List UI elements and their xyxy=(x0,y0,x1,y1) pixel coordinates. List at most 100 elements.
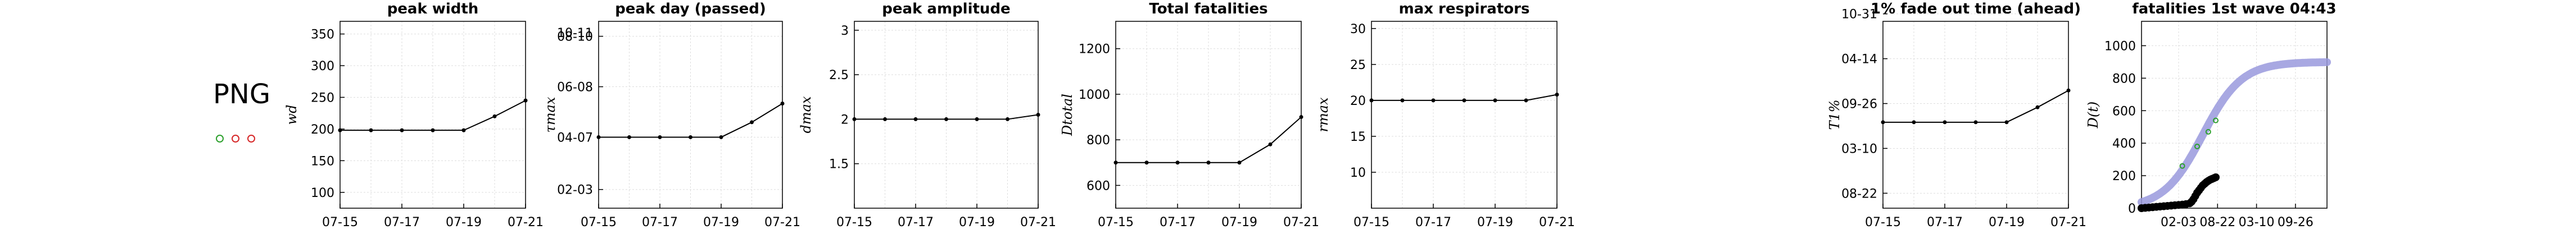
data-point xyxy=(1973,120,1978,125)
y-tick-label: 800 xyxy=(2112,72,2136,86)
x-tick-label: 07-21 xyxy=(2050,215,2086,230)
data-point xyxy=(883,117,887,121)
x-tick-label: 07-19 xyxy=(959,215,995,230)
x-tick-label: 02-03 xyxy=(2161,215,2197,230)
observed-point xyxy=(2212,173,2220,181)
y-tick-label: 1000 xyxy=(2104,39,2136,53)
data-point xyxy=(1299,115,1303,120)
chart-title: peak width xyxy=(387,1,479,17)
data-point xyxy=(1206,160,1211,165)
status-dot-red-2 xyxy=(247,135,255,143)
data-point xyxy=(719,135,723,139)
x-tick-label: 07-21 xyxy=(1283,215,1319,230)
y-tick-label: 08-22 xyxy=(1841,187,1877,201)
y-tick-label: 04-07 xyxy=(557,131,593,145)
data-point xyxy=(780,102,785,106)
data-point xyxy=(1555,93,1559,97)
chart-5: 07-15 07-17 07-19 07-21 10 15 20 25 30 max respir… xyxy=(1315,1,1575,230)
x-tick-label: 07-15 xyxy=(322,215,358,230)
y-tick-label: 1000 xyxy=(1079,88,1110,102)
chart-6: 07-15 07-17 07-19 07-21 08-22 03-10 09-26 04-14… xyxy=(1827,1,2086,230)
data-point xyxy=(1493,98,1497,103)
x-tick-label: 07-19 xyxy=(446,215,482,230)
y-tick-label: 350 xyxy=(311,28,334,42)
x-tick-label: 09-26 xyxy=(2278,215,2314,230)
x-tick-label: 07-19 xyxy=(1477,215,1513,230)
y-tick-label: 04-14 xyxy=(1841,53,1877,67)
y-axis-label: wd xyxy=(284,105,300,125)
y-tick-label: 200 xyxy=(311,123,334,137)
data-point xyxy=(1881,120,1885,125)
status-dot-red-1 xyxy=(232,135,239,143)
y-axis-label: dmax xyxy=(798,96,814,133)
y-tick-label: 10 xyxy=(1350,166,1366,180)
data-point xyxy=(431,128,435,132)
data-point xyxy=(2004,120,2009,125)
data-point xyxy=(2066,88,2071,93)
y-axis-label: Dtotal xyxy=(1060,94,1075,136)
x-tick-label: 08-22 xyxy=(2199,215,2235,230)
chart-1: 07-15 07-17 07-19 07-21 100 150 200 250 300 350 pe… xyxy=(284,1,544,230)
x-tick-label: 07-15 xyxy=(581,215,617,230)
y-tick-label: 200 xyxy=(2112,169,2136,183)
y-tick-label: 100 xyxy=(311,186,334,200)
data-point xyxy=(523,98,528,103)
data-point xyxy=(2035,105,2040,109)
data-point xyxy=(913,117,918,121)
status-dots xyxy=(216,135,272,146)
chart-7: 02-03 08-22 03-10 09-26 0 200 400 600 800 1000 fat… xyxy=(2085,1,2337,230)
chart-title: peak day (passed) xyxy=(615,1,766,17)
data-point xyxy=(1113,160,1118,165)
x-tick-label: 07-17 xyxy=(384,215,420,230)
plot-frame xyxy=(2141,21,2328,209)
x-tick-label: 07-17 xyxy=(1415,215,1451,230)
data-point xyxy=(1144,160,1149,165)
status-dot-green xyxy=(216,135,224,143)
y-tick-label: 15 xyxy=(1350,130,1366,144)
y-tick-label: 03-10 xyxy=(1841,142,1877,156)
data-point xyxy=(1237,160,1242,165)
x-tick-label: 07-17 xyxy=(898,215,934,230)
data-point xyxy=(1006,117,1009,121)
y-tick-label: 250 xyxy=(311,91,334,105)
fit-point xyxy=(2213,117,2219,123)
chart-title: fatalities 1st wave 04:43 xyxy=(2132,1,2336,17)
data-point xyxy=(975,117,979,121)
y-tick-label: 600 xyxy=(1086,179,1110,193)
data-point xyxy=(369,128,373,132)
x-tick-label: 03-10 xyxy=(2239,215,2275,230)
x-tick-label: 07-21 xyxy=(1020,215,1056,230)
y-axis-label: τmax xyxy=(542,97,558,132)
data-point xyxy=(1431,98,1436,103)
data-point xyxy=(492,114,497,118)
y-tick-label: 2 xyxy=(841,113,849,127)
y-tick-label: 20 xyxy=(1350,94,1366,108)
y-tick-label: 10-11 xyxy=(557,26,593,40)
y-tick-label: 150 xyxy=(311,154,334,168)
data-point xyxy=(400,128,404,132)
x-tick-label: 07-15 xyxy=(1865,215,1901,230)
country-code: PNG xyxy=(212,79,271,110)
x-tick-label: 07-19 xyxy=(1221,215,1257,230)
y-tick-label: 30 xyxy=(1350,22,1366,36)
data-point xyxy=(596,135,601,139)
plot-frame xyxy=(1371,21,1558,209)
data-point xyxy=(689,135,692,139)
data-point xyxy=(1943,120,1947,125)
y-tick-label: 800 xyxy=(1086,134,1110,148)
plot-frame xyxy=(1115,21,1302,209)
y-tick-label: 25 xyxy=(1350,58,1366,72)
fit-point xyxy=(2179,163,2185,169)
data-point xyxy=(944,117,948,121)
data-point xyxy=(461,128,466,132)
data-point xyxy=(750,120,754,125)
y-tick-label: 600 xyxy=(2112,104,2136,118)
y-tick-label: 02-03 xyxy=(557,183,593,198)
x-tick-label: 07-17 xyxy=(642,215,678,230)
y-tick-label: 1200 xyxy=(1079,43,1110,57)
x-tick-label: 07-21 xyxy=(508,215,544,230)
y-axis-label: T1% xyxy=(1827,99,1842,130)
x-tick-label: 07-15 xyxy=(836,215,872,230)
y-tick-label: 08-10 xyxy=(557,30,593,44)
